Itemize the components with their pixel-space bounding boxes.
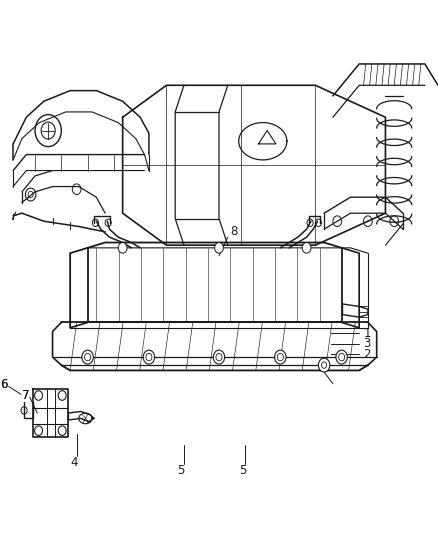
Circle shape [302,243,311,253]
Circle shape [82,350,93,364]
Text: 6: 6 [0,378,7,391]
Circle shape [213,350,225,364]
Text: 7: 7 [22,389,29,402]
Circle shape [215,243,223,253]
Text: 2: 2 [364,348,371,361]
Circle shape [336,350,347,364]
Text: 4: 4 [70,456,78,469]
Text: 5: 5 [177,464,185,477]
Text: 8: 8 [230,225,237,238]
Circle shape [118,243,127,253]
Text: 6: 6 [0,378,7,391]
Circle shape [143,350,155,364]
Circle shape [318,358,330,372]
Text: 1: 1 [364,327,371,340]
Circle shape [275,350,286,364]
Text: 7: 7 [22,389,29,402]
Text: 5: 5 [239,464,246,477]
Text: 3: 3 [364,337,371,350]
